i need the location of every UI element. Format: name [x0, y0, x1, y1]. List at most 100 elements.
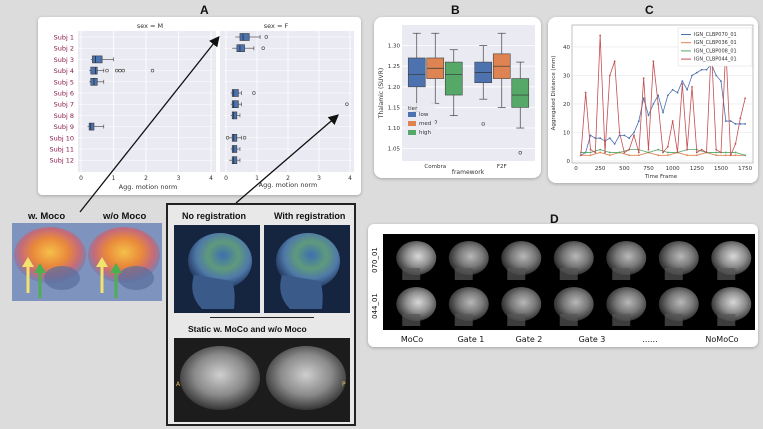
- series-point: [729, 120, 732, 122]
- mri-head: [606, 287, 647, 321]
- subject-label-subj-2: Subj 2: [54, 45, 74, 53]
- mri-slice: [658, 241, 699, 280]
- series-point: [739, 117, 742, 120]
- series-point: [671, 120, 674, 122]
- series-point: [676, 151, 679, 154]
- mri-slice: [396, 241, 437, 280]
- box-f2f-high: [511, 61, 530, 155]
- mri-neck: [402, 314, 421, 326]
- series-point: [724, 120, 727, 122]
- series-point: [623, 134, 626, 137]
- series-point: [691, 74, 693, 77]
- series-point: [691, 85, 693, 88]
- without-moco-label: w/o Moco: [103, 211, 147, 222]
- mri-slice: [396, 287, 437, 326]
- series-point: [628, 148, 631, 151]
- mri-slice: [658, 287, 699, 326]
- mri-slice: [448, 287, 489, 326]
- panel-a-card: sex = M sex = F Subj 1 Subj 2 Subj 3 Subj 4…: [38, 17, 361, 195]
- panel-letter-d: D: [550, 212, 559, 226]
- series-line: [580, 152, 746, 156]
- subject-label-subj-4: Subj 4: [54, 67, 74, 75]
- subject-label-subj-5: Subj 5: [54, 78, 74, 86]
- subject-label-subj-7: Subj 7: [54, 101, 74, 109]
- mri-head: [396, 241, 437, 275]
- series-point: [589, 148, 592, 151]
- panel-b-ytick-1.25: 1.25: [388, 64, 401, 70]
- series-point: [637, 151, 640, 154]
- mri-slice: [501, 287, 542, 326]
- subject-label-subj-10: Subj 10: [49, 134, 74, 142]
- legend-label-ign-clbp008-01: IGN_CLBP008_01: [694, 48, 737, 54]
- panel-c-xtick-250: 250: [595, 166, 606, 172]
- panel-d-row-label-044-01: 044_01: [371, 293, 379, 319]
- panel-c-xtick-1750: 1750: [738, 166, 752, 172]
- facet-f-tick-3: 3: [317, 175, 321, 182]
- series-point: [681, 83, 684, 85]
- mri-head: [606, 241, 647, 275]
- series-point: [652, 60, 655, 63]
- legend-label-high: high: [419, 130, 432, 136]
- panel-letter-c: C: [645, 3, 654, 17]
- facet-m-tick-2: 2: [144, 175, 148, 182]
- series-point: [720, 80, 722, 83]
- legend-title: tier: [408, 106, 418, 112]
- panel-c-xtick-1000: 1000: [666, 166, 680, 172]
- box-iqr: [90, 66, 98, 75]
- box-f-subj-1: [235, 33, 269, 41]
- series-point: [618, 131, 621, 134]
- series-ign-clbp036-01: [579, 151, 747, 157]
- series-point: [589, 134, 592, 137]
- series-point: [642, 77, 645, 80]
- series-point: [647, 114, 650, 117]
- panel-c-ytick-0: 0: [567, 159, 571, 165]
- mri-head: [658, 241, 699, 275]
- panel-c-ytick-20: 20: [563, 102, 570, 108]
- series-point: [579, 154, 582, 157]
- series-point: [599, 148, 602, 151]
- series-point: [666, 154, 669, 157]
- series-point: [589, 151, 592, 154]
- series-point: [604, 151, 606, 154]
- series-point: [608, 154, 611, 157]
- mri-head: [711, 287, 752, 321]
- panel-c-xtick-750: 750: [643, 166, 654, 172]
- flier-point: [261, 46, 265, 50]
- panel-d-figure: 070_01 044_01 MoCo Gate 1 Gate 2 Gate 3.....…: [371, 234, 755, 344]
- legend-label-low: low: [419, 112, 429, 118]
- box-iqr: [444, 61, 463, 96]
- panel-b-xlabel: framework: [452, 169, 485, 176]
- box-f-subj-7: [230, 100, 349, 108]
- series-point: [657, 154, 660, 157]
- brain-without-moco: [88, 227, 160, 290]
- subject-label-subj-11: Subj 11: [49, 146, 74, 154]
- series-point: [705, 151, 708, 154]
- series-point: [676, 91, 679, 94]
- registration-divider: [210, 317, 314, 318]
- series-point: [715, 151, 718, 154]
- series-point: [613, 60, 616, 63]
- subject-label-subj-8: Subj 8: [54, 112, 74, 120]
- series-point: [599, 34, 602, 37]
- panel-b-ytick-1.30: 1.30: [388, 44, 401, 50]
- series-point: [666, 94, 669, 97]
- legend-swatch-high: [408, 130, 416, 135]
- box-iqr: [231, 111, 238, 120]
- series-point: [705, 68, 708, 71]
- series-point: [662, 111, 664, 114]
- box-f2f-med: [492, 32, 511, 108]
- mri-slice: [711, 241, 752, 280]
- facet-f-tick-4: 4: [348, 175, 352, 182]
- box-iqr: [231, 89, 239, 97]
- panel-c-xtick-1500: 1500: [714, 166, 728, 172]
- box-iqr: [231, 134, 238, 142]
- series-point: [734, 142, 737, 145]
- series-ign-clbp070-01: [579, 63, 747, 157]
- mri-slice: [553, 287, 594, 326]
- series-point: [739, 123, 742, 125]
- panel-a-figure: sex = M sex = F Subj 1 Subj 2 Subj 3 Subj 4…: [49, 22, 354, 191]
- panel-c-legend: IGN_CLBP070_01 IGN_CLBP036_01 IGN_CLBP008_…: [677, 27, 753, 67]
- panel-b-xtick-combra: Combra: [424, 164, 446, 170]
- registration-panel: No registration With registration Static…: [166, 203, 356, 426]
- facet-m-tick-1: 1: [112, 175, 116, 182]
